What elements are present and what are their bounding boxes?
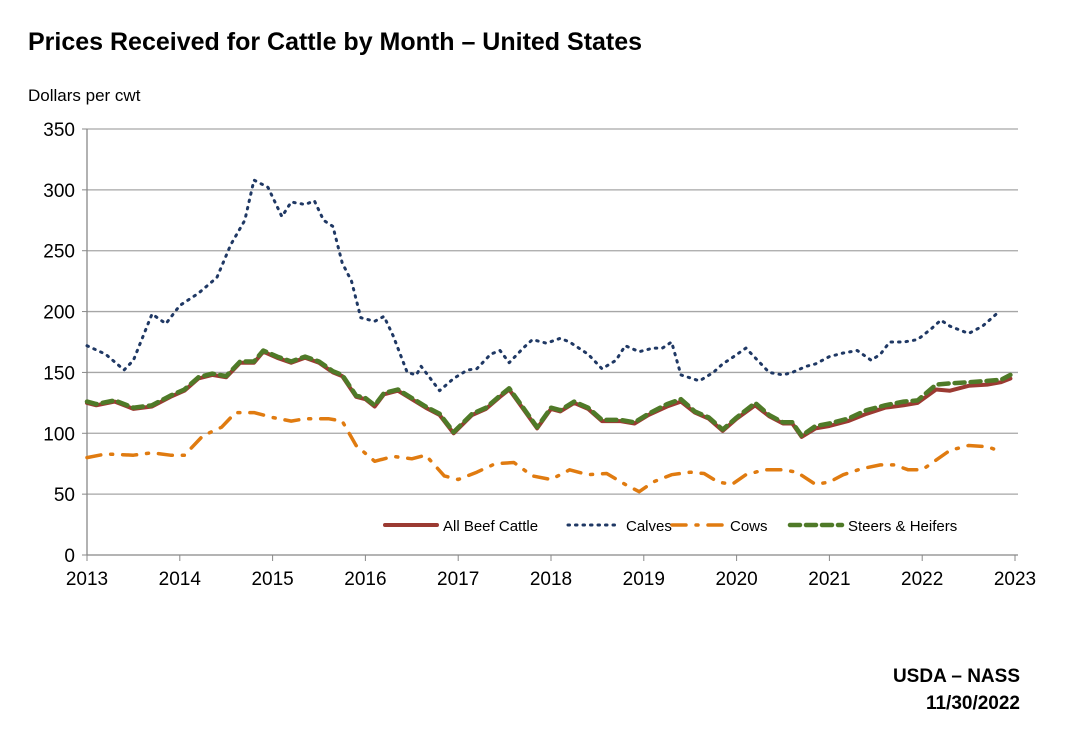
y-tick-label: 0 bbox=[64, 546, 75, 567]
y-tick-label: 350 bbox=[43, 120, 75, 141]
x-tick-label: 2016 bbox=[344, 569, 386, 590]
x-tick-label: 2021 bbox=[808, 569, 850, 590]
x-tick-label: 2018 bbox=[530, 569, 572, 590]
x-tick-label: 2019 bbox=[623, 569, 665, 590]
y-tick-label: 50 bbox=[54, 485, 75, 506]
y-tick-label: 250 bbox=[43, 242, 75, 263]
y-tick-label: 150 bbox=[43, 363, 75, 384]
source-label: USDA – NASS bbox=[892, 666, 1020, 687]
y-tick-label: 200 bbox=[43, 303, 75, 324]
y-tick-label: 300 bbox=[43, 181, 75, 202]
chart-title: Prices Received for Cattle by Month – Un… bbox=[28, 28, 643, 56]
x-tick-label: 2015 bbox=[251, 569, 293, 590]
x-tick-label: 2014 bbox=[159, 569, 202, 590]
x-tick-label: 2022 bbox=[901, 569, 943, 590]
legend-label: All Beef Cattle bbox=[443, 518, 538, 535]
legend-label: Steers & Heifers bbox=[848, 518, 957, 535]
legend-label: Cows bbox=[730, 518, 768, 535]
y-tick-label: 100 bbox=[43, 424, 75, 445]
x-tick-label: 2023 bbox=[994, 569, 1036, 590]
legend-label: Calves bbox=[626, 518, 672, 535]
series-line-calves bbox=[85, 178, 998, 393]
x-tick-label: 2013 bbox=[66, 569, 108, 590]
x-tick-label: 2017 bbox=[437, 569, 479, 590]
date-label: 11/30/2022 bbox=[925, 693, 1020, 714]
x-tick-label: 2020 bbox=[715, 569, 757, 590]
y-axis-label: Dollars per cwt bbox=[28, 86, 141, 105]
series-line-steers-heifers bbox=[84, 348, 1013, 438]
series-line-cows bbox=[85, 410, 1003, 494]
